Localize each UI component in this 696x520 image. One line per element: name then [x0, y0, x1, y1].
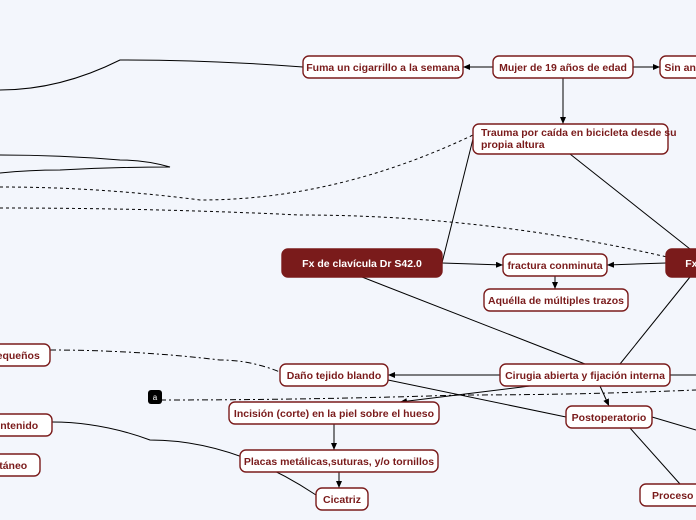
- node-label: Placas metálicas,suturas, y/o tornillos: [244, 456, 434, 468]
- node-label: Fx de clavícula Dr S42.0: [302, 258, 422, 270]
- edge: [400, 386, 530, 402]
- node-label: Daño tejido blando: [287, 370, 382, 382]
- node-label: utáneo: [0, 460, 27, 472]
- edge: [0, 135, 473, 200]
- node-label: Sin anteceden: [664, 62, 696, 74]
- node-label: ontenido: [0, 420, 38, 432]
- node-label: Trauma por caída en bicicleta desde su: [481, 127, 677, 139]
- node-label: Aquélla de múltiples trazos: [488, 295, 624, 307]
- node-label: fractura conminuta: [507, 260, 602, 272]
- node-label: Proceso infla: [652, 490, 696, 502]
- edge: [50, 350, 280, 372]
- edge: [442, 263, 503, 265]
- node-label: Cirugia abierta y fijación interna: [505, 370, 665, 382]
- edge: [607, 263, 666, 265]
- node-label: Cicatriz: [323, 494, 361, 506]
- edge: [0, 60, 303, 90]
- node-label: a: [153, 393, 158, 402]
- node-label: pequeños: [0, 350, 40, 362]
- mindmap-canvas: Fuma un cigarrillo a la semana Mujer de 1…: [0, 0, 696, 520]
- edge: [652, 417, 696, 430]
- edge: [620, 277, 690, 364]
- edge: [630, 428, 680, 484]
- edge: [600, 386, 609, 406]
- node-label: Fuma un cigarrillo a la semana: [306, 62, 460, 74]
- edge: [442, 139, 473, 263]
- node-label: propia altura: [481, 139, 545, 151]
- node-label: Mujer de 19 años de edad: [499, 62, 627, 74]
- node-label: Postoperatorio: [572, 412, 647, 424]
- node-label: Fx d: [685, 258, 696, 270]
- node-label: Incisión (corte) en la piel sobre el hue…: [234, 408, 434, 420]
- edge: [0, 155, 170, 173]
- edge: [570, 154, 690, 249]
